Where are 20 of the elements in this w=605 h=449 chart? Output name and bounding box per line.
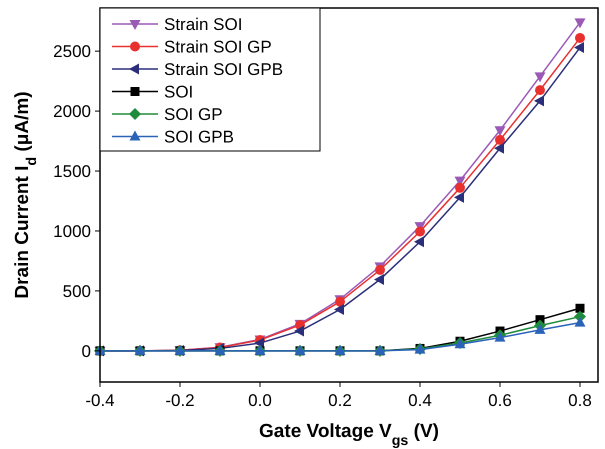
x-tick-label: -0.2 [165, 391, 195, 410]
x-axis-title: Gate Voltage V$_{gs}$ (V) [259, 421, 439, 449]
legend-label: SOI GPB [164, 128, 234, 146]
legend-label: Strain SOI GP [164, 38, 272, 56]
x-tick-label: 0.8 [568, 391, 592, 410]
x-tick-label: -0.4 [85, 391, 115, 410]
legend-label: SOI GP [164, 105, 223, 124]
legend-label: Strain SOI [164, 15, 242, 34]
y-tick-label: 2000 [53, 102, 91, 122]
x-tick-label: 0.6 [488, 391, 512, 410]
legend-label: Strain SOI GPB [164, 60, 284, 79]
x-tick-label: 0.4 [408, 391, 432, 410]
y-tick-label: 2500 [53, 42, 91, 62]
x-tick-label: 0.0 [248, 391, 272, 410]
y-tick-label: 1000 [53, 222, 91, 241]
y-tick-label: 0 [82, 342, 91, 361]
x-tick-label: 0.2 [328, 391, 352, 410]
y-tick-label: 1500 [53, 162, 91, 182]
y-tick-label: 500 [62, 282, 91, 301]
legend-label: SOI [164, 82, 194, 102]
